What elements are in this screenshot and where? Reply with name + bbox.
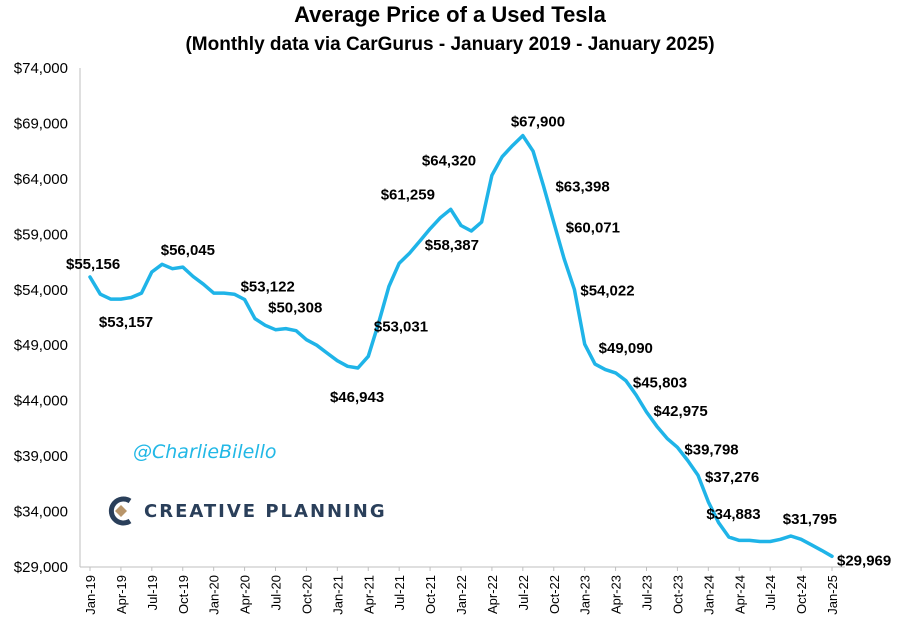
x-tick-label: Apr-20 bbox=[238, 575, 253, 614]
x-tick-label: Jul-21 bbox=[392, 575, 407, 610]
data-label: $50,308 bbox=[268, 300, 322, 317]
data-label: $53,122 bbox=[241, 279, 295, 296]
x-tick-label: Oct-23 bbox=[670, 575, 685, 614]
y-tick-label: $59,000 bbox=[14, 226, 68, 243]
x-tick-label: Jul-23 bbox=[640, 575, 655, 610]
x-tick-label: Apr-23 bbox=[609, 575, 624, 614]
x-axis-ticks: Jan-19 Apr-19 Jul-19 Oct-19 Jan-20 Apr-20 Jul-… bbox=[83, 567, 840, 615]
y-tick-label: $74,000 bbox=[14, 60, 68, 77]
y-tick-label: $29,000 bbox=[14, 559, 68, 576]
data-label: $58,387 bbox=[425, 237, 479, 254]
x-tick-label: Oct-20 bbox=[299, 575, 314, 614]
data-label: $53,031 bbox=[374, 318, 428, 335]
data-label: $29,969 bbox=[837, 552, 891, 569]
data-label: $46,943 bbox=[330, 389, 384, 406]
y-axis-ticks: $29,000 $34,000 $39,000 $44,000 $49,000 $54,0… bbox=[14, 60, 68, 576]
price-series-line bbox=[88, 133, 834, 559]
data-label: $56,045 bbox=[161, 242, 215, 259]
x-tick-label: Oct-24 bbox=[794, 575, 809, 614]
chart-title: Average Price of a Used Tesla bbox=[294, 2, 606, 27]
x-tick-label: Jul-20 bbox=[269, 575, 284, 610]
data-label: $53,157 bbox=[99, 314, 153, 331]
x-tick-label: Oct-19 bbox=[176, 575, 191, 614]
data-label: $31,795 bbox=[783, 511, 837, 528]
x-tick-label: Oct-21 bbox=[423, 575, 438, 614]
data-label: $67,900 bbox=[511, 114, 565, 131]
x-tick-label: Jul-22 bbox=[516, 575, 531, 610]
data-label: $39,798 bbox=[684, 441, 738, 458]
x-tick-label: Jan-21 bbox=[330, 575, 345, 615]
x-tick-label: Jan-24 bbox=[701, 575, 716, 615]
data-label: $49,090 bbox=[599, 340, 653, 357]
data-label: $60,071 bbox=[566, 219, 620, 236]
x-tick-label: Jan-23 bbox=[578, 575, 593, 615]
data-label: $55,156 bbox=[66, 256, 120, 273]
data-label: $63,398 bbox=[555, 179, 609, 196]
y-tick-label: $49,000 bbox=[14, 337, 68, 354]
x-tick-label: Apr-19 bbox=[114, 575, 129, 614]
author-handle: @CharlieBilello bbox=[133, 441, 277, 463]
data-labels: $55,156 $53,157 $56,045 $53,122 $50,308 $46,9… bbox=[66, 114, 891, 570]
data-label: $42,975 bbox=[654, 403, 708, 420]
x-tick-label: Apr-21 bbox=[361, 575, 376, 614]
data-label: $54,022 bbox=[580, 283, 634, 300]
data-label: $34,883 bbox=[706, 506, 760, 523]
axes bbox=[79, 68, 845, 568]
x-tick-label: Jan-20 bbox=[207, 575, 222, 615]
x-tick-label: Jan-19 bbox=[83, 575, 98, 615]
y-tick-label: $54,000 bbox=[14, 282, 68, 299]
x-tick-label: Oct-22 bbox=[547, 575, 562, 614]
series-group bbox=[88, 133, 834, 559]
y-tick-label: $44,000 bbox=[14, 393, 68, 410]
data-label: $61,259 bbox=[381, 186, 435, 203]
x-tick-label: Jul-19 bbox=[145, 575, 160, 610]
y-tick-label: $39,000 bbox=[14, 448, 68, 465]
y-tick-label: $64,000 bbox=[14, 171, 68, 188]
brand-logo: CREATIVE PLANNING bbox=[108, 496, 387, 526]
x-tick-label: Jan-25 bbox=[825, 575, 840, 615]
data-label: $37,276 bbox=[705, 469, 759, 486]
y-tick-label: $34,000 bbox=[14, 504, 68, 521]
x-tick-label: Apr-24 bbox=[732, 575, 747, 614]
x-tick-label: Jan-22 bbox=[454, 575, 469, 615]
x-tick-label: Jul-24 bbox=[763, 575, 778, 610]
creative-planning-logo-icon bbox=[108, 496, 132, 526]
data-label: $45,803 bbox=[633, 375, 687, 392]
data-label: $64,320 bbox=[422, 152, 476, 169]
chart-subtitle: (Monthly data via CarGurus - January 201… bbox=[185, 34, 715, 55]
x-tick-label: Apr-22 bbox=[485, 575, 500, 614]
brand-name: CREATIVE PLANNING bbox=[144, 500, 387, 522]
y-tick-label: $69,000 bbox=[14, 115, 68, 132]
